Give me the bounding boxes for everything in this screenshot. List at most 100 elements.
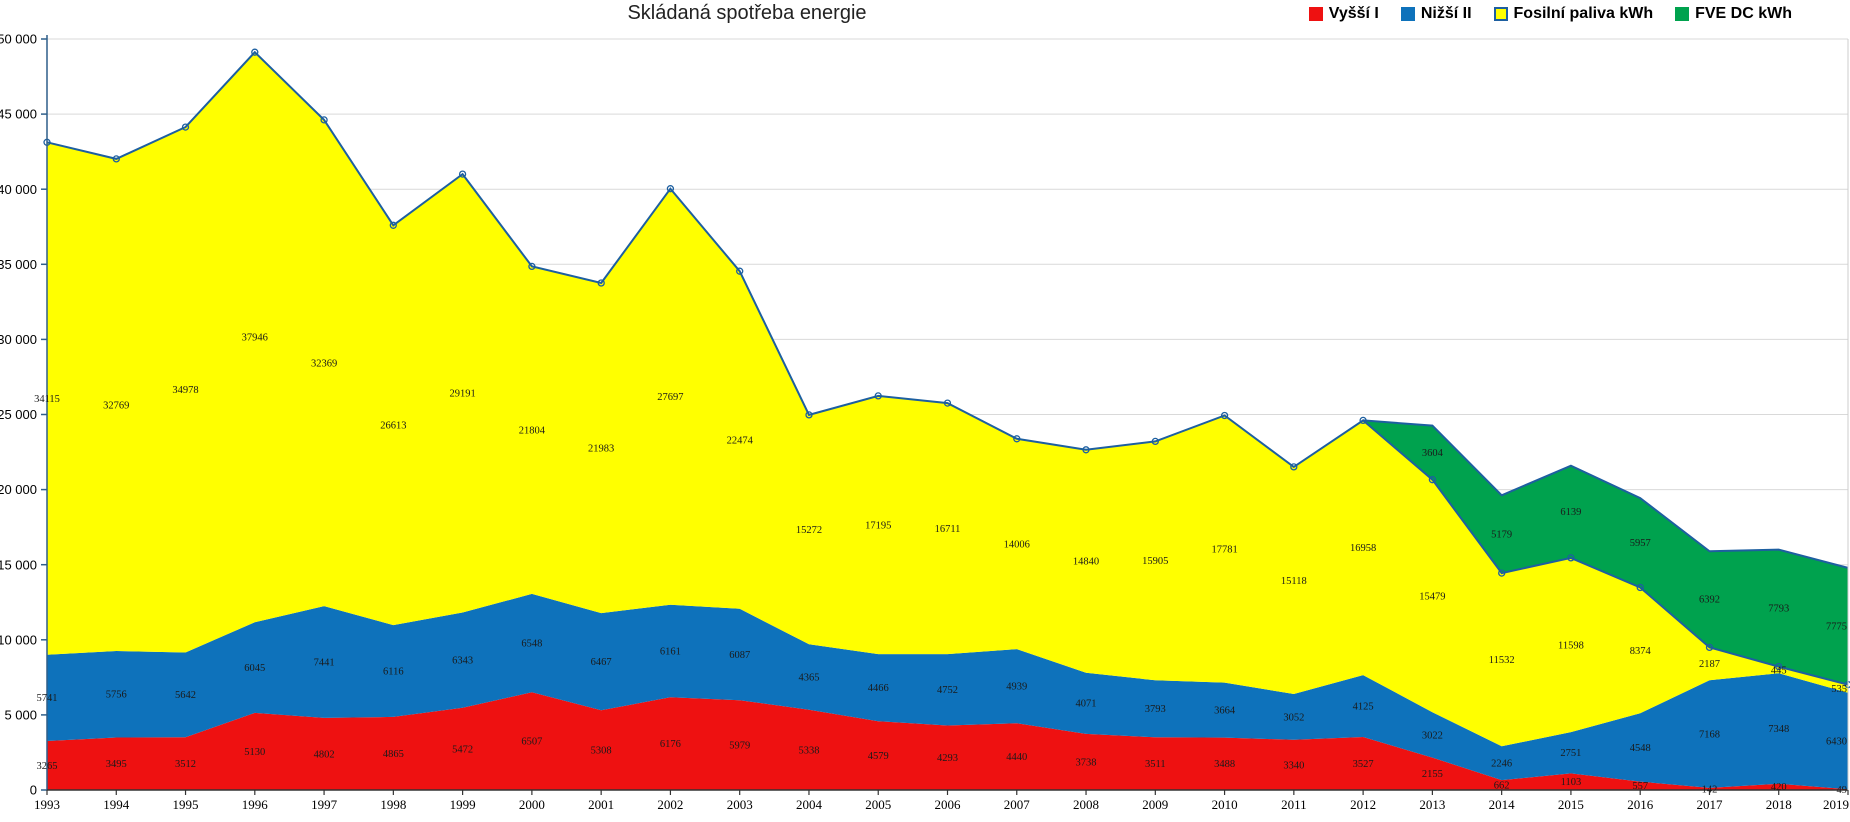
svg-text:2187: 2187 — [1699, 659, 1720, 670]
legend-swatch-yellow — [1493, 7, 1508, 21]
svg-text:1997: 1997 — [311, 797, 338, 812]
svg-text:2018: 2018 — [1766, 797, 1792, 812]
svg-text:2003: 2003 — [727, 797, 753, 812]
svg-text:4365: 4365 — [798, 672, 819, 683]
legend-swatch-green — [1675, 7, 1690, 21]
svg-text:50 000: 50 000 — [0, 32, 37, 47]
chart-title: Skládaná spotřeba energie — [627, 2, 867, 24]
legend-item-vyssi-i: Vyšší I — [1308, 5, 1379, 23]
svg-text:6507: 6507 — [521, 736, 542, 747]
svg-text:5130: 5130 — [244, 747, 265, 758]
svg-text:3664: 3664 — [1214, 705, 1236, 716]
svg-text:21804: 21804 — [519, 426, 546, 437]
svg-text:3512: 3512 — [175, 759, 196, 770]
svg-text:3527: 3527 — [1353, 759, 1374, 770]
y-axis-labels: 0 5 000 10 000 15 000 20 000 25 000 30 000 35 0… — [0, 32, 47, 798]
svg-text:20 000: 20 000 — [0, 482, 37, 497]
svg-text:6430: 6430 — [1826, 736, 1847, 747]
svg-text:7775: 7775 — [1826, 622, 1847, 633]
svg-text:4752: 4752 — [937, 685, 958, 696]
svg-text:2017: 2017 — [1696, 797, 1723, 812]
svg-text:2013: 2013 — [1419, 797, 1445, 812]
svg-text:40 000: 40 000 — [0, 182, 37, 197]
svg-text:6087: 6087 — [729, 650, 750, 661]
svg-text:4802: 4802 — [314, 749, 335, 760]
legend-item-fosilni-paliva: Fosilní paliva kWh — [1493, 5, 1654, 23]
svg-text:3793: 3793 — [1145, 704, 1166, 715]
svg-text:16958: 16958 — [1350, 543, 1376, 554]
svg-text:6161: 6161 — [660, 646, 681, 657]
svg-text:2006: 2006 — [935, 797, 962, 812]
svg-text:6176: 6176 — [660, 739, 681, 750]
svg-text:5472: 5472 — [452, 744, 473, 755]
svg-text:3265: 3265 — [37, 761, 58, 772]
svg-text:0: 0 — [30, 783, 37, 798]
svg-text:49: 49 — [1837, 785, 1848, 796]
svg-text:142: 142 — [1702, 784, 1718, 795]
x-axis-labels: 1993 1994 1995 1996 1997 1998 1999 2000 2001 2002… — [34, 790, 1849, 812]
svg-text:4865: 4865 — [383, 749, 404, 760]
svg-text:2155: 2155 — [1422, 769, 1443, 780]
legend-swatch-blue — [1400, 7, 1415, 21]
svg-text:30 000: 30 000 — [0, 332, 37, 347]
svg-text:6116: 6116 — [383, 666, 404, 677]
svg-text:15272: 15272 — [796, 525, 822, 536]
svg-text:10 000: 10 000 — [0, 632, 37, 647]
svg-text:420: 420 — [1771, 782, 1787, 793]
svg-text:35 000: 35 000 — [0, 257, 37, 272]
svg-text:6045: 6045 — [244, 663, 265, 674]
svg-text:21983: 21983 — [588, 443, 614, 454]
svg-text:5 000: 5 000 — [4, 707, 37, 722]
svg-text:5308: 5308 — [591, 745, 612, 756]
svg-text:4548: 4548 — [1630, 743, 1651, 754]
svg-text:5338: 5338 — [798, 745, 819, 756]
svg-text:5979: 5979 — [729, 740, 750, 751]
svg-text:25 000: 25 000 — [0, 407, 37, 422]
svg-text:17195: 17195 — [865, 520, 891, 531]
svg-text:7441: 7441 — [314, 657, 335, 668]
total-top-line — [1363, 419, 1849, 569]
svg-text:2016: 2016 — [1627, 797, 1654, 812]
svg-text:1993: 1993 — [34, 797, 60, 812]
svg-text:5957: 5957 — [1630, 538, 1651, 549]
svg-text:3511: 3511 — [1145, 759, 1166, 770]
svg-text:32769: 32769 — [103, 400, 129, 411]
svg-text:17781: 17781 — [1211, 544, 1237, 555]
svg-text:6343: 6343 — [452, 656, 473, 667]
svg-text:6467: 6467 — [591, 657, 612, 668]
svg-text:3340: 3340 — [1283, 760, 1304, 771]
svg-text:29191: 29191 — [449, 389, 475, 400]
svg-text:15 000: 15 000 — [0, 557, 37, 572]
svg-text:1103: 1103 — [1561, 777, 1582, 788]
svg-text:3604: 3604 — [1422, 448, 1444, 459]
svg-text:5741: 5741 — [37, 693, 58, 704]
svg-text:2009: 2009 — [1142, 797, 1168, 812]
svg-text:3052: 3052 — [1283, 712, 1304, 723]
legend-label: Vyšší I — [1328, 5, 1379, 22]
svg-text:45 000: 45 000 — [0, 107, 37, 122]
svg-text:662: 662 — [1494, 780, 1510, 791]
svg-text:6548: 6548 — [521, 638, 542, 649]
svg-text:4440: 4440 — [1006, 752, 1027, 763]
legend-swatch-red — [1308, 7, 1323, 21]
svg-text:22474: 22474 — [727, 435, 754, 446]
svg-text:3738: 3738 — [1076, 757, 1097, 768]
svg-text:3488: 3488 — [1214, 759, 1235, 770]
svg-text:445: 445 — [1771, 665, 1787, 676]
legend-item-nizsi-ii: Nižší II — [1400, 5, 1472, 23]
legend-label: FVE DC kWh — [1695, 5, 1792, 22]
svg-text:2007: 2007 — [1004, 797, 1031, 812]
svg-text:27697: 27697 — [657, 392, 683, 403]
svg-text:1998: 1998 — [380, 797, 406, 812]
legend-label: Fosilní paliva kWh — [1513, 5, 1654, 22]
svg-text:2010: 2010 — [1212, 797, 1238, 812]
svg-text:6392: 6392 — [1699, 595, 1720, 606]
svg-text:557: 557 — [1632, 781, 1648, 792]
svg-text:32369: 32369 — [311, 358, 337, 369]
svg-text:2002: 2002 — [657, 797, 683, 812]
svg-text:37946: 37946 — [242, 333, 268, 344]
svg-text:2015: 2015 — [1558, 797, 1584, 812]
svg-text:5642: 5642 — [175, 690, 196, 701]
svg-text:5756: 5756 — [106, 690, 127, 701]
